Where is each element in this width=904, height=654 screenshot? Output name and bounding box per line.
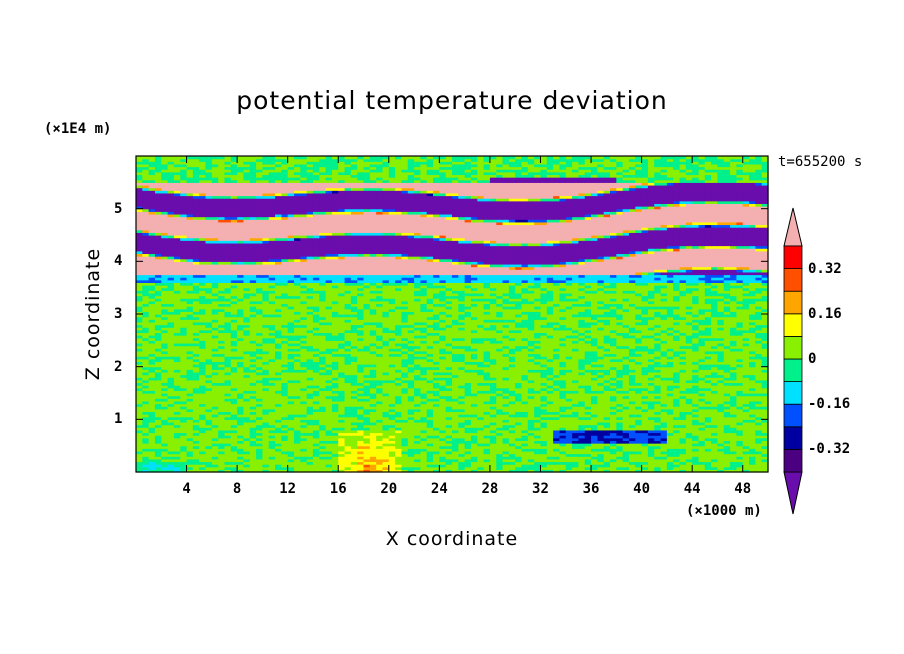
x-tick-label: 20: [380, 481, 398, 497]
heatmap-field: [136, 156, 769, 473]
x-axis-unit: (×1000 m): [686, 503, 762, 519]
x-tick-label: 8: [232, 481, 242, 497]
colorbar-swatch: [783, 358, 803, 383]
colorbar-swatch: [783, 448, 803, 473]
colorbar-swatch: [783, 426, 803, 450]
y-tick-label: 3: [114, 306, 123, 322]
x-axis-label: X coordinate: [385, 528, 519, 550]
y-tick-label: 2: [114, 358, 123, 375]
colorbar-swatch: [783, 245, 803, 270]
colorbar-bottom-arrow: [783, 471, 803, 515]
chart-title: potential temperature deviation: [236, 86, 668, 115]
x-tick-label: 28: [481, 481, 499, 497]
colorbar-swatch: [783, 290, 803, 315]
x-tick-label: 12: [279, 481, 297, 497]
x-tick-label: 44: [683, 481, 701, 497]
colorbar-swatch: [783, 268, 803, 292]
colorbar: [783, 207, 803, 515]
colorbar-label: 0.16: [808, 305, 842, 322]
x-tick-label: 24: [430, 481, 448, 497]
colorbar-swatch: [783, 403, 803, 428]
colorbar-label: 0.32: [808, 260, 842, 277]
colorbar-top-arrow: [783, 207, 803, 247]
colorbar-swatch: [783, 381, 803, 405]
x-tick-label: 40: [633, 481, 651, 497]
x-tick-label: 16: [329, 481, 347, 497]
y-tick-label: 1: [114, 411, 123, 428]
x-tick-label: 36: [582, 481, 600, 497]
colorbar-swatch: [783, 335, 803, 360]
x-tick-label: 32: [532, 481, 549, 497]
time-stamp: t=655200 s: [778, 154, 863, 170]
y-axis-unit: (×1E4 m): [44, 121, 112, 137]
x-tick-label: 4: [182, 481, 191, 497]
y-tick-label: 5: [114, 200, 123, 217]
y-axis-label: Z coordinate: [82, 247, 104, 381]
colorbar-label: -0.16: [808, 396, 851, 413]
y-tick-label: 4: [114, 253, 123, 270]
colorbar-label: 0: [808, 351, 817, 367]
colorbar-label: -0.32: [808, 441, 851, 458]
x-tick-label: 48: [734, 481, 752, 497]
colorbar-swatch: [783, 313, 803, 337]
